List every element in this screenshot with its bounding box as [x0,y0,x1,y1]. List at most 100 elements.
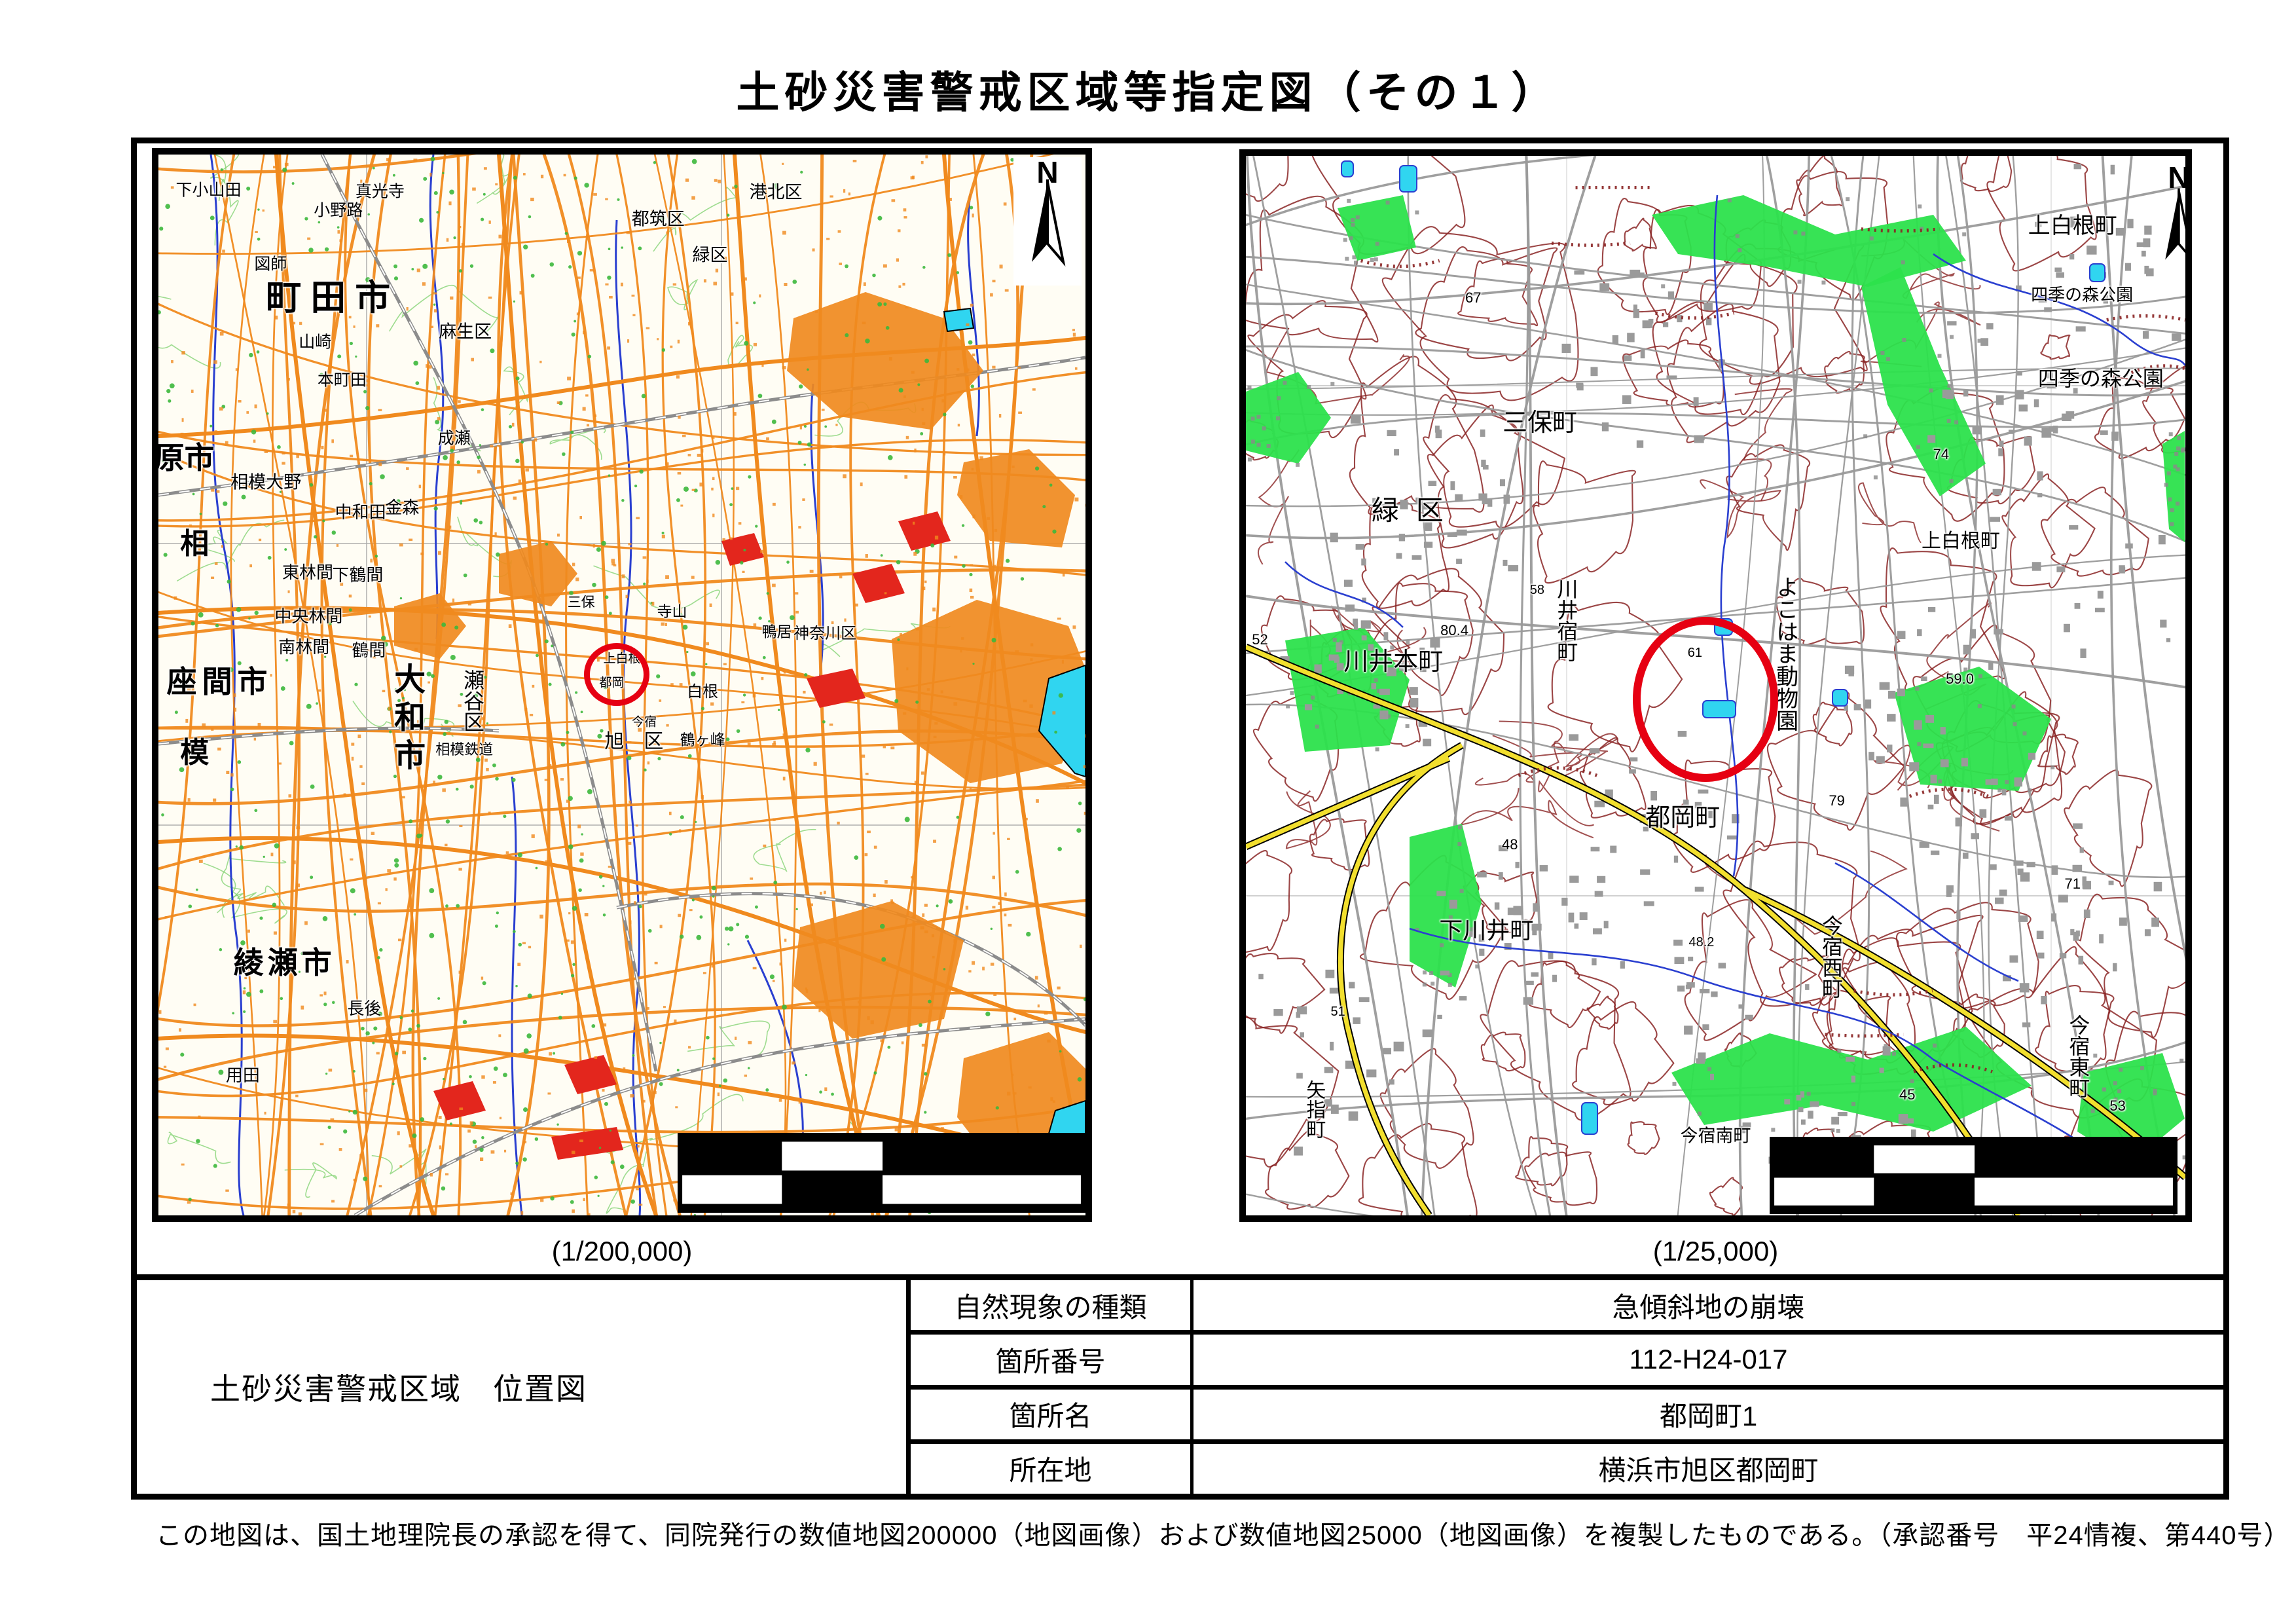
map-label: 74 [1933,446,1950,463]
scale-bar-graphic [1772,1139,2175,1211]
map-label: 中央林間 [274,606,343,626]
map-label: 小野路 [314,201,363,220]
map-label: 川井本町 [1343,648,1444,676]
map-label: 今宿南町 [1680,1126,1751,1146]
map-label: 相模鉄道 [435,741,494,758]
map-label: 白根 [687,683,719,701]
row-value: 横浜市旭区都岡町 [1598,1455,1819,1486]
table-row: 箇所番号 112-H24-017 [911,1335,2223,1390]
map-label: 都筑区 [631,209,685,229]
map-label: 71 [2064,875,2081,892]
map-label: 神奈川区 [793,625,857,643]
map-label: 瀬谷区 [461,669,485,733]
map-label: 上白根町 [2028,213,2117,238]
map-label: 67 [1465,289,1482,306]
north-arrow-icon [2165,188,2185,260]
map-label: 綾瀬市 [233,946,336,980]
map-label: 大和市 [389,663,424,777]
map-label: 真光寺 [355,182,405,201]
row-label: 所在地 [911,1443,1194,1494]
row-label: 箇所番号 [911,1335,1194,1385]
detail-map-art [1246,156,2185,1215]
row-value: 急傾斜地の崩壊 [1612,1291,1805,1323]
map-label: 麻生区 [439,322,492,342]
map-label: 緑区 [1371,495,1461,526]
north-label: N [2168,160,2190,194]
overview-map-labels: 町田市 原市相模相模大野 中和田 金森 東林間 下鶴間 中央林間 南林間 鶴間 大和市 座間市 瀬谷区… [158,155,1085,1215]
map-label: 相 [180,527,210,560]
map-label: 旭 区 [604,731,664,753]
map-label: 鶴ヶ峰 [680,731,725,748]
map-label: 用田 [225,1065,260,1086]
map-caption-overview: (1/200,000) [551,1236,693,1266]
copyright-note: この地図は、国土地理院長の承認を得て、同院発行の数値地図200000（地図画像）… [156,1521,2291,1550]
map-label: 48 [1501,836,1518,853]
map-label: 51 [1330,1005,1345,1020]
detail-map-1-25000: 三保町 緑区 上白根町 上白根町 四季の森公園 四季の森公園 よこはま動物園 都岡町 川井本町川… [1239,149,2192,1222]
row-value: 都岡町1 [1659,1401,1758,1432]
map-label: 下鶴間 [332,564,384,585]
page-title: 土砂災害警戒区域等指定図（その１） [736,68,1560,117]
location-circle-detail [1632,617,1778,783]
map-label: 中和田 [335,502,386,522]
overview-map-art [158,155,1085,1215]
map-label: 59.0 [1946,671,1975,688]
map-label: 79 [1829,792,1845,809]
map-label: 今宿西町 [1819,915,1843,999]
row-value: 112-H24-017 [1629,1344,1788,1375]
map-label: 寺山 [657,602,687,620]
map-label: 矢指町 [1303,1080,1325,1139]
map-label: 座間市 [166,665,273,699]
map-label: 下小山田 [175,181,242,200]
map-label: 南林間 [278,637,330,657]
map-label: 58 [1529,583,1544,598]
map-label: 模 [180,736,210,769]
map-caption-detail: (1/25,000) [1652,1236,1779,1266]
location-circle-overview [583,642,649,706]
map-title-cell: 土砂災害警戒区域 位置図 [137,1280,911,1494]
map-label: 緑区 [692,245,728,265]
north-arrow-icon [1032,179,1066,267]
map-label: 52 [1252,631,1268,648]
map-label: 三保 [567,595,595,610]
map-label: 下川井町 [1439,916,1534,944]
map-label: 原市 [154,441,215,475]
map-label: 鴨居 [761,623,792,640]
overview-map-1-200000: 町田市原市相模 相模大野中和田 金森東林間 下鶴間中央林間南林間 鶴間 大和市 座間市 瀬谷区… [152,148,1092,1222]
table-row: 所在地 横浜市旭区都岡町 [911,1443,2223,1494]
sheet-frame: 町田市原市相模 相模大野中和田 金森東林間 下鶴間中央林間南林間 鶴間 大和市 座間市 瀬谷区… [131,138,2229,1500]
map-label: 今宿東町 [2066,1014,2090,1099]
row-label: 箇所名 [911,1389,1194,1439]
map-label: 四季の森公園 [2031,284,2134,304]
map-label: 鶴間 [352,640,386,660]
map-label: 相模大野 [230,472,302,492]
map-label: 四季の森公園 [2037,366,2164,390]
info-table-rows: 自然現象の種類 急傾斜地の崩壊 箇所番号 112-H24-017 箇所名 都岡町… [911,1280,2223,1494]
north-indicator: N [1013,157,1082,286]
table-row: 自然現象の種類 急傾斜地の崩壊 [911,1280,2223,1335]
scale-bar-detail: 0 500 1,000m 1/25,000 [1770,1137,2178,1214]
map-label: 都岡町 [1645,804,1721,832]
scale-bar-overview: 0 4 8km 1/200,000 [678,1133,1085,1213]
table-row: 箇所名 都岡町1 [911,1389,2223,1444]
scale-bar-graphic [680,1135,1083,1210]
map-label: 川井宿町 [1554,578,1578,662]
row-label: 自然現象の種類 [911,1280,1194,1331]
map-label: 上白根町 [1922,530,2001,552]
map-label: 53 [2109,1098,2126,1115]
map-label: 今宿 [631,715,657,729]
info-table: 土砂災害警戒区域 位置図 自然現象の種類 急傾斜地の崩壊 箇所番号 112-H2… [137,1274,2223,1494]
map-label: 金森 [385,498,420,518]
map-label: 成瀬 [437,429,471,448]
map-label: 本町田 [317,371,367,390]
map-label: 港北区 [749,182,803,202]
map-label: 長後 [347,999,382,1019]
map-label: 三保町 [1503,409,1578,437]
map-label: 48.2 [1688,934,1715,950]
map-label: 東林間 [282,563,333,583]
map-label: 80.4 [1440,621,1468,638]
map-label: 町田市 [266,278,400,318]
map-label: 図師 [254,255,287,274]
north-indicator: N [2149,160,2190,287]
